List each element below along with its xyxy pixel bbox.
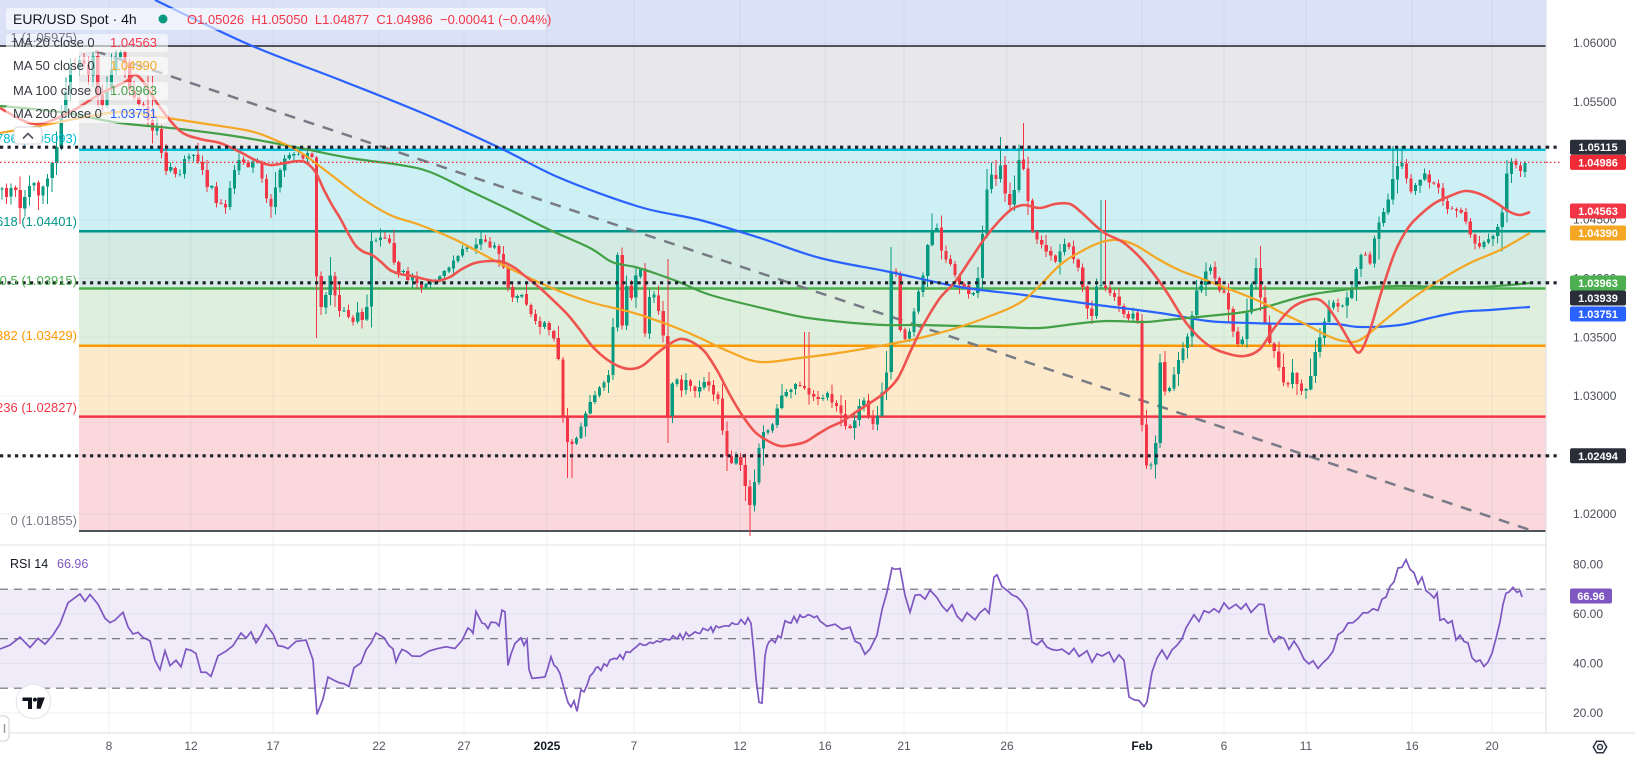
svg-text:12: 12: [733, 739, 747, 753]
svg-text:1.04986: 1.04986: [1578, 157, 1618, 169]
svg-text:1.03500: 1.03500: [1573, 330, 1617, 344]
svg-text:0.5 (1.03915): 0.5 (1.03915): [0, 273, 77, 288]
svg-text:1.03963: 1.03963: [110, 83, 157, 98]
svg-text:7: 7: [631, 739, 638, 753]
svg-text:20.00: 20.00: [1573, 706, 1603, 720]
svg-text:O1.05026 H1.05050 L1.04877: O1.05026 H1.05050 L1.04877 C1.04986 −0.0…: [187, 12, 551, 27]
svg-text:8: 8: [106, 739, 113, 753]
svg-text:1.04390: 1.04390: [110, 58, 157, 73]
svg-text:0.618 (1.04401): 0.618 (1.04401): [0, 214, 77, 229]
svg-text:16: 16: [1405, 739, 1419, 753]
svg-text:2025: 2025: [534, 739, 561, 753]
svg-text:0.382 (1.03429): 0.382 (1.03429): [0, 328, 77, 343]
svg-text:0.236 (1.02827): 0.236 (1.02827): [0, 400, 77, 415]
svg-text:1.04390: 1.04390: [1578, 228, 1618, 240]
svg-text:1.05115: 1.05115: [1578, 142, 1617, 154]
svg-text:12: 12: [184, 739, 198, 753]
svg-text:22: 22: [372, 739, 386, 753]
svg-text:1 (1.05975): 1 (1.05975): [11, 30, 78, 45]
svg-text:1.04563: 1.04563: [110, 35, 157, 50]
svg-text:1.03751: 1.03751: [110, 106, 157, 121]
svg-text:16: 16: [818, 739, 832, 753]
svg-text:66.96: 66.96: [57, 557, 88, 571]
svg-text:60.00: 60.00: [1573, 607, 1603, 621]
svg-text:27: 27: [457, 739, 471, 753]
svg-text:MA 20 close 0: MA 20 close 0: [13, 35, 95, 50]
svg-text:80.00: 80.00: [1573, 558, 1603, 572]
svg-text:EUR/USD Spot · 4h: EUR/USD Spot · 4h: [13, 11, 137, 27]
svg-text:21: 21: [897, 739, 911, 753]
svg-text:20: 20: [1485, 739, 1499, 753]
svg-text:MA 50 close 0: MA 50 close 0: [13, 58, 95, 73]
svg-text:1.03939: 1.03939: [1578, 293, 1618, 305]
svg-text:RSI 14: RSI 14: [10, 557, 48, 571]
svg-text:11: 11: [1300, 739, 1313, 753]
svg-text:1.03000: 1.03000: [1573, 389, 1617, 403]
svg-text:66.96: 66.96: [1577, 591, 1605, 603]
svg-text:1.05500: 1.05500: [1573, 95, 1617, 109]
svg-text:26: 26: [1000, 739, 1014, 753]
svg-text:MA 200 close 0: MA 200 close 0: [13, 106, 102, 121]
svg-text:1.03963: 1.03963: [1578, 278, 1618, 290]
svg-text:40.00: 40.00: [1573, 656, 1603, 670]
svg-text:17: 17: [266, 739, 280, 753]
svg-text:Feb: Feb: [1131, 739, 1152, 753]
svg-text:1.02494: 1.02494: [1578, 451, 1619, 463]
svg-text:MA 100 close 0: MA 100 close 0: [13, 83, 102, 98]
svg-text:1.03751: 1.03751: [1578, 309, 1618, 321]
svg-text:1.04563: 1.04563: [1578, 206, 1618, 218]
svg-text:6: 6: [1221, 739, 1228, 753]
svg-text:0 (1.01855): 0 (1.01855): [11, 513, 78, 528]
svg-text:1.02000: 1.02000: [1573, 507, 1617, 521]
svg-text:1.06000: 1.06000: [1573, 36, 1617, 50]
